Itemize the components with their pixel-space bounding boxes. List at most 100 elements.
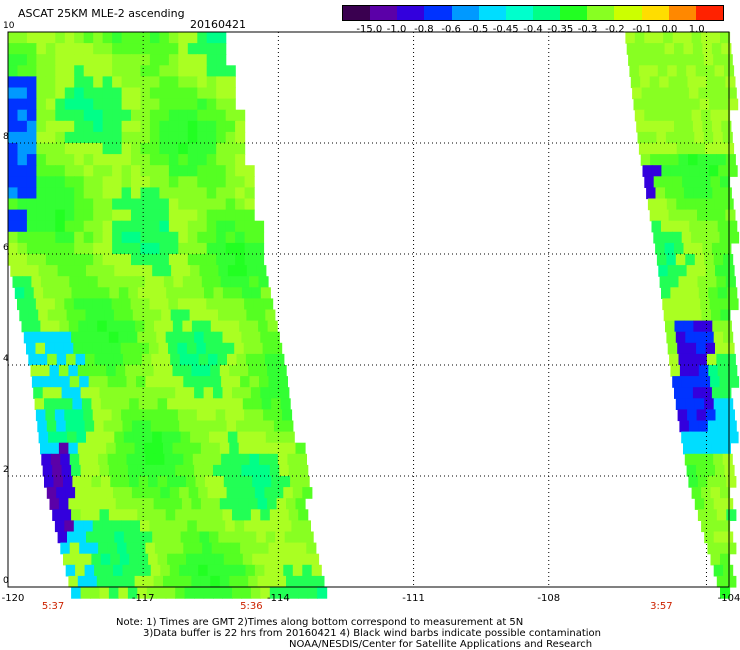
- heatmap-cell: [248, 320, 259, 333]
- heatmap-cell: [187, 131, 198, 144]
- heatmap-cell: [47, 353, 58, 366]
- heatmap-cell: [727, 165, 738, 177]
- heatmap-cell: [102, 409, 113, 422]
- heatmap-cell: [102, 198, 113, 211]
- heatmap-cell: [168, 76, 179, 89]
- heatmap-cell: [706, 209, 717, 222]
- heatmap-cell: [686, 143, 697, 155]
- heatmap-cell: [64, 520, 75, 533]
- heatmap-cell: [200, 442, 211, 455]
- heatmap-cell: [137, 387, 148, 399]
- heatmap-cell: [208, 353, 219, 366]
- heatmap-cell: [710, 487, 721, 499]
- heatmap-cell: [102, 176, 113, 188]
- heatmap-cell: [8, 187, 19, 200]
- heatmap-cell: [723, 531, 734, 544]
- heatmap-cell: [106, 575, 117, 588]
- heatmap-cell: [102, 76, 113, 89]
- heatmap-cell: [280, 398, 291, 410]
- heatmap-cell: [92, 520, 103, 533]
- heatmap-cell: [106, 365, 117, 377]
- heatmap-cell: [121, 76, 132, 89]
- heatmap-cell: [728, 431, 739, 444]
- heatmap-cell: [648, 65, 659, 77]
- heatmap-cell: [52, 287, 63, 299]
- heatmap-cell: [63, 342, 74, 355]
- colorbar-segment: [343, 6, 371, 20]
- heatmap-cell: [197, 198, 208, 211]
- heatmap-cell: [63, 553, 74, 566]
- heatmap-cell: [674, 242, 685, 255]
- heatmap-cell: [26, 98, 37, 111]
- heatmap-cell: [675, 398, 686, 410]
- heatmap-cell: [149, 54, 160, 66]
- heatmap-cell: [244, 198, 255, 211]
- heatmap-cell: [99, 509, 110, 521]
- heatmap-cell: [700, 298, 711, 311]
- heatmap-cell: [215, 298, 226, 311]
- heatmap-cell: [222, 509, 233, 521]
- heatmap-cell: [679, 365, 690, 377]
- heatmap-cell: [268, 376, 279, 388]
- heatmap-cell: [126, 376, 137, 388]
- heatmap-cell: [217, 564, 228, 577]
- heatmap-cell: [709, 98, 720, 111]
- heatmap-cell: [26, 87, 37, 100]
- heatmap-cell: [265, 309, 276, 322]
- heatmap-cell: [127, 331, 138, 344]
- heatmap-cell: [87, 575, 98, 588]
- heatmap-cell: [216, 198, 227, 211]
- heatmap-cell: [215, 342, 226, 355]
- heatmap-cell: [131, 165, 142, 177]
- heatmap-cell: [721, 320, 732, 333]
- heatmap-cell: [233, 398, 244, 410]
- heatmap-cell: [36, 187, 47, 200]
- heatmap-cell: [721, 187, 732, 200]
- heatmap-cell: [272, 409, 283, 422]
- heatmap-cell: [54, 342, 65, 355]
- heatmap-cell: [235, 242, 246, 255]
- heatmap-cell: [108, 331, 119, 344]
- heatmap-cell: [26, 120, 37, 133]
- heatmap-cell: [140, 87, 151, 100]
- heatmap-cell: [717, 365, 728, 377]
- heatmap-cell: [95, 309, 106, 322]
- heatmap-cell: [26, 76, 37, 89]
- heatmap-cell: [225, 254, 236, 266]
- heatmap-cell: [709, 298, 720, 311]
- heatmap-cell: [49, 365, 60, 377]
- heatmap-cell: [717, 420, 728, 433]
- heatmap-cell: [725, 154, 736, 166]
- heatmap-cell: [659, 276, 670, 288]
- heatmap-cell: [145, 453, 156, 466]
- heatmap-cell: [159, 109, 170, 122]
- heatmap-cell: [68, 575, 79, 588]
- heatmap-cell: [249, 376, 260, 388]
- heatmap-cell: [83, 131, 94, 144]
- heatmap-cell: [697, 154, 708, 166]
- heatmap-cell: [672, 231, 683, 244]
- heatmap-cell: [115, 442, 126, 455]
- heatmap-cell: [253, 298, 264, 311]
- heatmap-cell: [711, 309, 722, 322]
- heatmap-cell: [83, 298, 94, 311]
- heatmap-cell: [17, 242, 28, 255]
- heatmap-cell: [74, 209, 85, 222]
- heatmap-cell: [179, 353, 190, 366]
- heatmap-cell: [197, 220, 208, 233]
- heatmap-cell: [149, 220, 160, 233]
- heatmap-cell: [118, 387, 129, 399]
- heatmap-cell: [131, 242, 142, 255]
- heatmap-cell: [244, 254, 255, 266]
- heatmap-cell: [235, 209, 246, 222]
- heatmap-cell: [710, 32, 721, 44]
- heatmap-cell: [225, 131, 236, 144]
- heatmap-cell: [168, 342, 179, 355]
- heatmap-cell: [64, 409, 75, 422]
- heatmap-cell: [144, 365, 155, 377]
- heatmap-cell: [725, 276, 736, 288]
- heatmap-cell: [86, 265, 97, 277]
- heatmap-cell: [707, 420, 718, 433]
- heatmap-cell: [149, 76, 160, 89]
- heatmap-cell: [26, 187, 37, 200]
